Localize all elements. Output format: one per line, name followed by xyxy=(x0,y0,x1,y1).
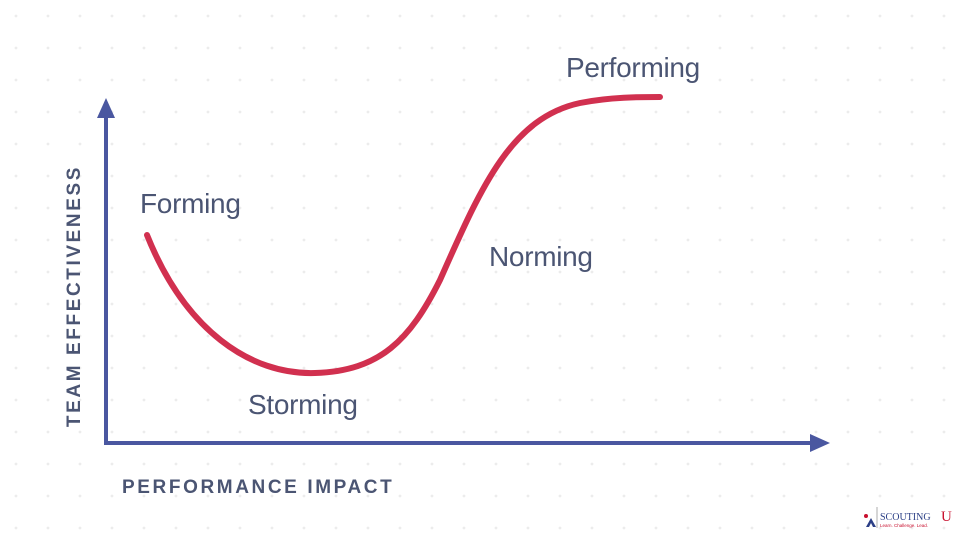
stage-label: Norming xyxy=(489,241,593,272)
y-axis-label: TEAM EFFECTIVENESS xyxy=(64,165,85,427)
stage-label: Forming xyxy=(140,188,241,219)
stage-label: Storming xyxy=(248,389,358,420)
y-axis-arrow xyxy=(97,98,115,118)
x-axis-label: PERFORMANCE IMPACT xyxy=(122,477,394,498)
logo-letter: U xyxy=(941,509,952,525)
logo-emblem-dot xyxy=(864,514,868,518)
logo: SCOUTING U Learn. Challenge. Lead. xyxy=(864,507,952,528)
x-axis-arrow xyxy=(810,434,830,452)
stage-label: Performing xyxy=(566,52,700,83)
development-curve xyxy=(144,94,663,377)
logo-emblem xyxy=(866,510,876,527)
logo-brand: SCOUTING xyxy=(880,512,931,523)
logo-tagline: Learn. Challenge. Lead. xyxy=(880,523,928,528)
